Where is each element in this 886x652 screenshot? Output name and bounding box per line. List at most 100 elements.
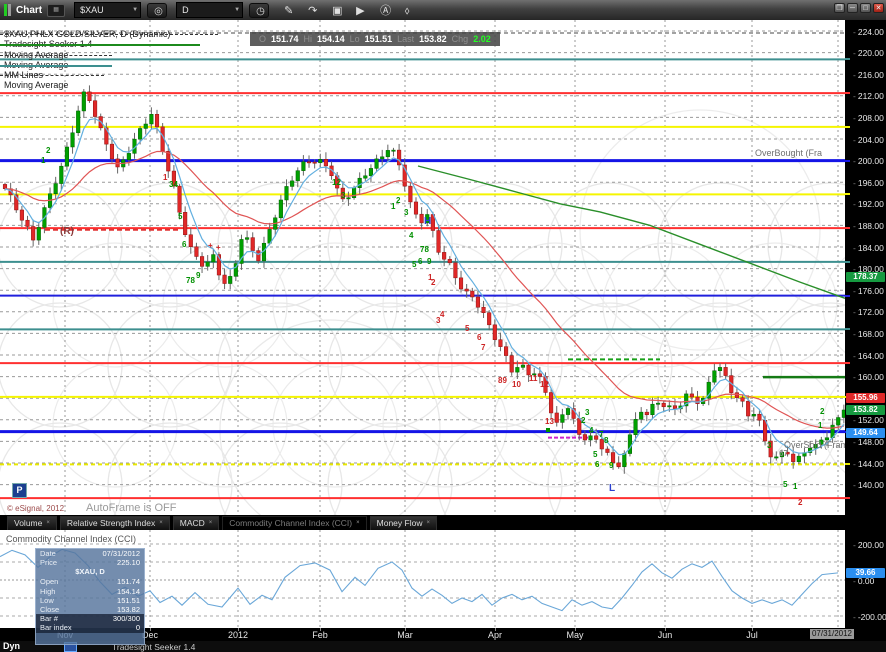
price-tick: -212.00 [853,91,884,102]
axis-level-dash [845,193,850,196]
seeker-count-label: 34 [169,180,178,189]
tab-label: Money Flow [376,518,423,528]
month-label: 2012 [227,630,249,640]
seeker-count-label: 89 [498,376,507,385]
pencil-icon[interactable]: ✎ [278,3,296,18]
time-tick [752,628,753,631]
tab-label: MACD [179,518,205,528]
seeker-count-label: 3 [436,316,441,325]
retracement-icon[interactable]: ↷ [302,3,320,18]
interval-input[interactable]: D ▼ [176,2,244,18]
seeker-count-label: + [216,243,221,252]
tab-volume[interactable]: Volume × [7,515,57,530]
eraser-icon[interactable]: ⬨ [398,3,416,18]
tab-close-icon[interactable]: × [159,520,163,526]
tab-close-icon[interactable]: × [208,520,213,526]
legend-mm-lines: MM Lines [0,70,170,80]
tooltip-row: Price 225.10 [40,558,140,568]
play-icon[interactable]: ▶ [350,3,368,18]
seeker-count-label: 2 [46,146,51,155]
axis-level-dash [845,159,850,162]
candlestick-chart-canvas[interactable] [0,20,845,515]
time-axis[interactable]: 07/31/2012 NovDec2012FebMarAprMayJunJul [0,628,886,641]
price-tick: -168.00 [853,328,884,339]
change-value: 2.02 [473,34,491,44]
axis-level-dash [845,227,850,230]
cci-panel-title: Commodity Channel Index (CCI) [6,534,137,544]
low-value: 151.51 [364,34,393,44]
signal-marker [546,428,550,432]
vertical-gridlines [64,20,839,515]
tab-label: Volume [14,518,43,528]
cci-tick: -0.00 [853,575,875,586]
window-maximize-button[interactable]: □ [860,3,871,13]
price-tick: -164.00 [853,350,884,361]
seeker-count-label: 1 [41,156,46,165]
green-moving-average [417,165,845,299]
horizontal-gridlines [0,30,845,486]
symbol-input[interactable]: $XAU ▼ [74,2,142,18]
seeker-count-label: 3 [404,208,409,217]
toolbar-icons: ✎ ↷ ▣ ▶ Ⓐ ⬨ [272,3,416,18]
seeker-count-label: 67 [779,449,788,458]
seeker-count-label: 6 [595,460,600,469]
price-axis[interactable]: -224.00 -220.00 -216.00 -212.00 -208.00 -204.… [845,20,886,628]
price-tick: -148.00 [853,436,884,447]
price-tick: -208.00 [853,112,884,123]
seeker-status-label: Tradesight Seeker 1.4 [112,642,196,652]
tab-close-icon[interactable]: × [356,520,360,526]
cci-line [0,548,839,612]
seeker-count-label: 2 [431,278,436,287]
price-tick: -188.00 [853,220,884,231]
window-minimize-button[interactable]: ─ [847,3,858,13]
seeker-count-label: 6 [418,257,423,266]
legend-ma2: Moving Average [0,60,170,70]
seeker-count-label: 5 [783,480,788,489]
pointer-mode-icon[interactable]: P [12,483,27,498]
price-tick: -172.00 [853,307,884,318]
chevron-down-icon[interactable]: ▼ [234,7,241,13]
tooltip-row: Close 153.82 [40,605,140,615]
tab-macd[interactable]: MACD × [172,515,220,530]
price-tick: -220.00 [853,48,884,59]
autoframe-status: AutoFrame is OFF [86,502,177,514]
tab-money-flow[interactable]: Money Flow × [369,515,437,530]
time-tick [495,628,496,631]
legend-seeker: Tradesight Seeker 1.4 [0,39,200,49]
time-tick [405,628,406,631]
month-label: May [566,630,584,640]
quote-box-icon[interactable]: ▣ [326,3,344,18]
seeker-count-label: 4 [440,310,445,319]
overbought-label: OverBought (Fra [755,148,823,158]
tooltip-row: Date 07/31/2012 [40,549,140,558]
price-badge: 153.82 [846,404,885,415]
tooltip-row: Bar index 0 [36,623,144,633]
chevron-down-icon[interactable]: ▼ [132,7,139,13]
price-tick: -176.00 [853,285,884,296]
month-label: Feb [312,630,328,640]
time-template-button[interactable]: ◷ [249,2,270,18]
window-close-button[interactable]: ✕ [873,3,884,13]
indicator-tab-bar: Volume × Relative Strength Index × MACD × Comm… [0,515,845,530]
window-restore-button[interactable]: ❐ [834,3,845,13]
tooltip-row: High 154.14 [40,586,140,596]
chart-link-badge-icon[interactable]: ▦ [47,3,66,17]
esignal-watermark: © eSignal, 2012 [7,504,65,513]
symbol-lookup-button[interactable]: ◎ [147,2,168,18]
price-chart[interactable]: $XAU,PHLX GOLD/SILVER, D (Dynamic) Trade… [0,20,845,515]
seeker-count-label: 3 [767,441,772,450]
tab-close-icon[interactable]: × [426,520,430,526]
tooltip-row: Open 151.74 [40,577,140,587]
tab-close-icon[interactable]: × [46,520,50,526]
swing-high-label: H [424,216,432,227]
legend-ma3: Moving Average [4,80,69,91]
seeker-count-label: 2 [396,196,401,205]
tab-relative-strength-index[interactable]: Relative Strength Index × [59,515,170,530]
window-controls: ❐ ─ □ ✕ [834,3,884,13]
month-label: Jun [657,630,673,640]
tab-commodity-channel-index-cci-[interactable]: Commodity Channel Index (CCI) × [222,515,367,530]
seeker-count-label: 78 [186,276,195,285]
auto-icon[interactable]: Ⓐ [374,3,392,18]
seeker-count-label: 1 [391,202,396,211]
